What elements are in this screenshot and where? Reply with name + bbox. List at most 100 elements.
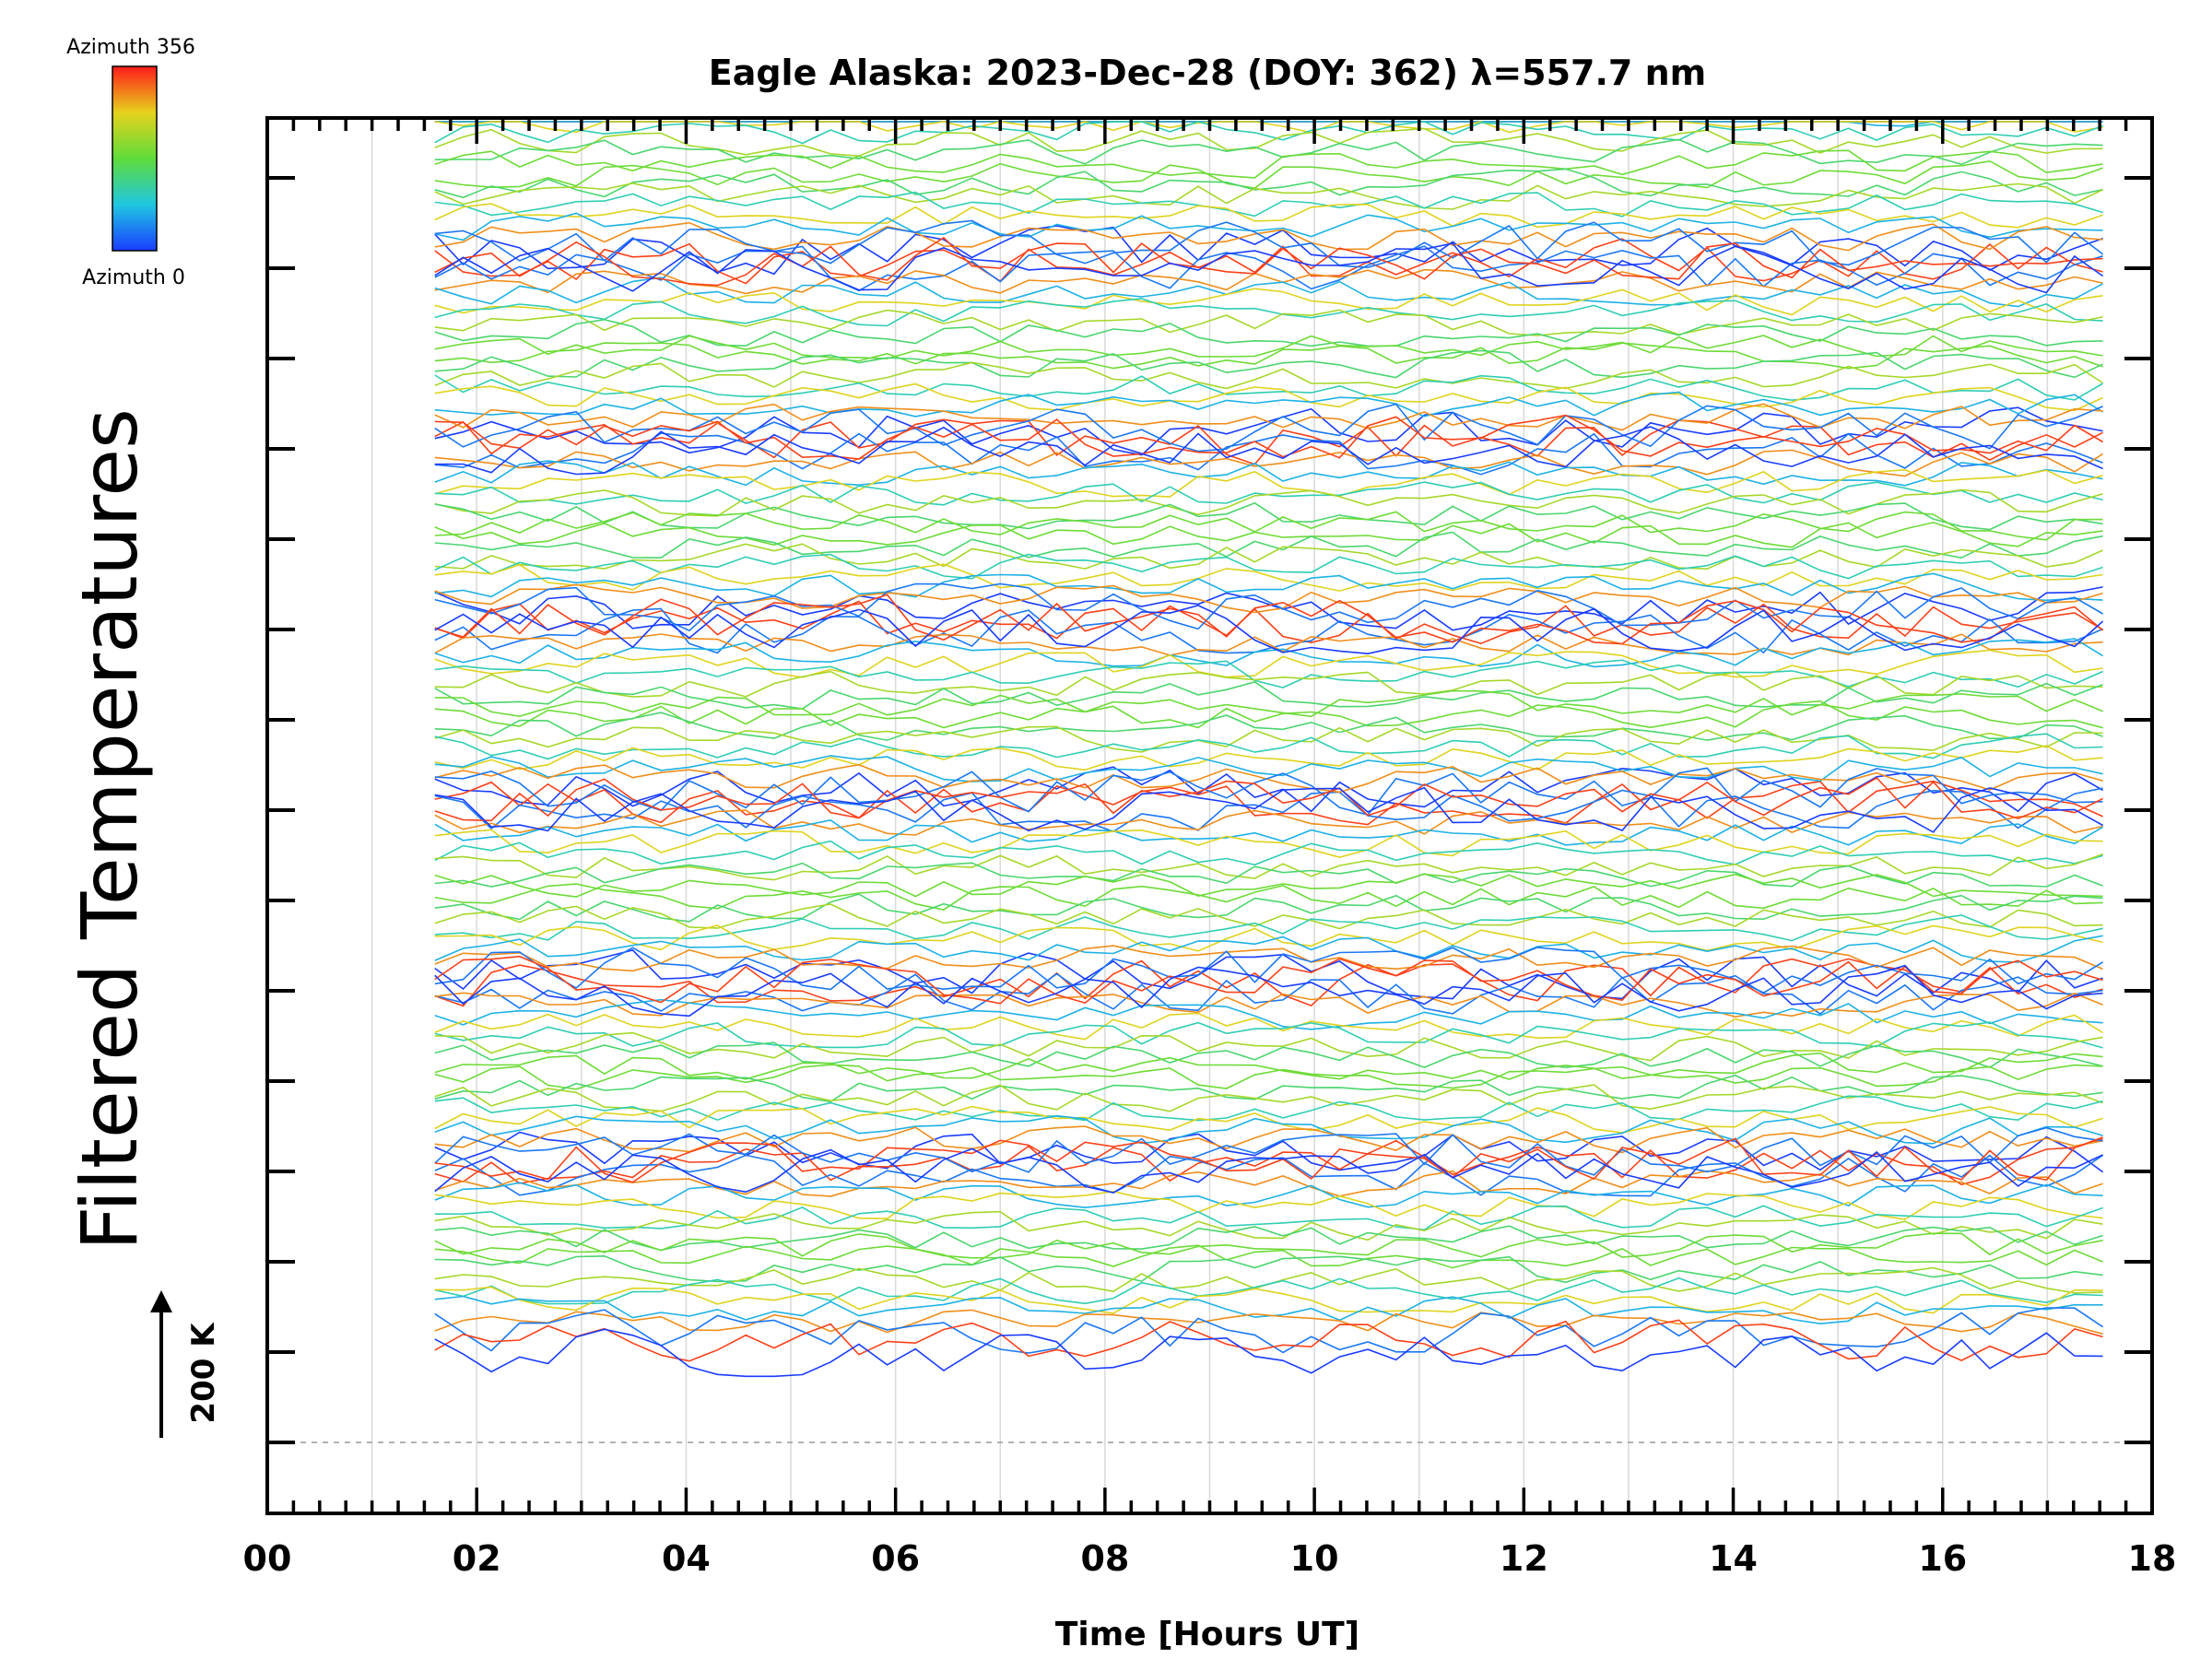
series-line-stack-5-6 [434,481,2103,506]
series-line-stack-3-17 [434,947,2104,994]
series-line-stack-5-12 [434,543,2103,571]
colorbar-bottom-label: Azimuth 0 [82,266,185,289]
series-line-stack-3-2 [434,787,2103,833]
x-tick-label: 12 [1500,1538,1548,1579]
series-line-stack-6-19 [434,426,2103,476]
series-line-stack-6-12 [434,361,2104,390]
x-tick-label: 00 [243,1538,292,1579]
series-line-stack-2-15 [434,1114,2103,1145]
series-line-stack-2-4 [434,998,2103,1030]
series-line-stack-2-16 [434,1125,2103,1154]
series-line-stack-7-14 [434,203,2103,229]
series-line-stack-3-10 [434,883,2103,911]
series-line-stack-2-17 [434,1126,2103,1176]
series-line-stack-4-16 [434,763,2103,794]
x-tick-label: 06 [871,1538,920,1579]
series-line-stack-3-11 [434,893,2103,923]
series-line-stack-3-15 [434,935,2103,963]
series-line-stack-1-15 [434,1295,2103,1325]
series-line-stack-6-5 [434,288,2103,316]
x-tick-label: 18 [2128,1538,2177,1579]
series-line-stack-6-13 [434,374,2104,402]
chart-title: Eagle Alaska: 2023-Dec-28 (DOY: 362) λ=5… [709,53,1707,93]
series-line-stack-4-10 [434,700,2103,729]
series-line-stack-7-18 [434,236,2103,287]
x-tick-label: 14 [1709,1538,1758,1579]
series-line-stack-5-18 [434,594,2104,645]
scale-bar-label: 200 K [185,1322,222,1424]
series-line-stack-1-4 [434,1182,2103,1209]
series-line-stack-2-18 [434,1136,2103,1183]
series-line-stack-1-13 [434,1277,2103,1305]
series-line-stack-1-18 [434,1319,2103,1362]
series-line-stack-3-8 [434,862,2103,888]
series-line-stack-3-9 [434,873,2103,898]
y-axis-label: Filtered Temperatures [65,408,155,1251]
series-line-stack-2-12 [434,1084,2103,1112]
series-line-stack-6-9 [434,335,2103,359]
series-line-stack-1-10 [434,1244,2103,1269]
series-line-stack-6-18 [434,414,2104,460]
series-line-stack-3-7 [434,853,2103,881]
series-line-stack-6-3 [434,268,2103,295]
series-line-stack-7-8 [434,138,2103,166]
series-line-stack-7-13 [434,191,2103,218]
series-line-stack-1-7 [434,1210,2103,1241]
series-line-stack-4-9 [434,689,2103,718]
series-line-stack-4-4 [434,638,2104,668]
series-line-stack-6-4 [434,276,2103,308]
series-line-stack-5-17 [434,582,2104,632]
series-line-stack-5-16 [434,583,2103,614]
series-line-stack-7-9 [434,149,2103,179]
series-line-stack-1-16 [434,1309,2103,1335]
series-line-stack-3-14 [434,924,2103,952]
series-line-stack-2-19 [434,1147,2103,1194]
scale-bar: 200 K [150,1290,222,1438]
series-line-stack-1-14 [434,1286,2103,1314]
series-line-stack-5-10 [434,522,2103,548]
x-tick-label: 08 [1080,1538,1129,1579]
series-line-stack-5-9 [434,511,2103,541]
series-line-stack-2-13 [434,1095,2103,1122]
series-line-stack-7-16 [434,221,2103,252]
x-tick-label: 10 [1290,1538,1339,1579]
series-line-stack-2-3 [434,992,2103,1018]
series-line-stack-1-11 [434,1254,2103,1284]
x-tick-label: 04 [662,1538,711,1579]
series-line-stack-5-7 [434,488,2103,517]
colorbar [112,65,158,252]
series-line-stack-7-15 [434,212,2103,241]
series-line-stack-5-5 [434,468,2103,498]
series-line-stack-4-18 [434,776,2103,822]
series-line-stack-4-5 [434,649,2103,678]
series-line-stack-5-1 [434,418,2103,465]
series-line-stack-2-10 [434,1064,2103,1090]
series-line-stack-6-11 [434,349,2103,379]
series-line-stack-3-6 [434,840,2103,866]
series-line-stack-5-19 [434,605,2104,655]
series-line-stack-5-8 [434,501,2103,531]
series-line-stack-7-11 [434,168,2103,199]
x-tick-label: 16 [1918,1538,1967,1579]
series-line-stack-2-8 [434,1041,2103,1069]
series-line-stack-1-5 [434,1190,2103,1220]
colorbar-top-label: Azimuth 356 [66,36,195,59]
x-axis-ticks: 00 02 04 06 08 10 12 14 16 18 [243,118,2177,1579]
series-line-stack-6-15 [434,391,2104,418]
series-line-stack-5-14 [434,563,2103,592]
series-line-stack-1-19 [434,1328,2103,1378]
series-line-stack-5-4 [434,460,2103,487]
series-line-stack-4-8 [434,681,2103,710]
series-line-stack-5-13 [434,553,2103,580]
series-line-stack-1-12 [434,1266,2103,1294]
series-line-stack-1-3 [434,1170,2103,1197]
series-line-stack-4-11 [434,712,2103,741]
series-line-stack-5-3 [434,449,2104,477]
series-line-stack-2-6 [434,1021,2103,1049]
series-line-stack-1-0 [434,1131,2104,1173]
series-line-stack-6-14 [434,382,2103,412]
series-line-stack-5-11 [434,531,2103,559]
series-line-stack-7-19 [434,242,2104,294]
series-line-stack-1-6 [434,1205,2103,1231]
series-line-stack-7-17 [434,219,2104,269]
